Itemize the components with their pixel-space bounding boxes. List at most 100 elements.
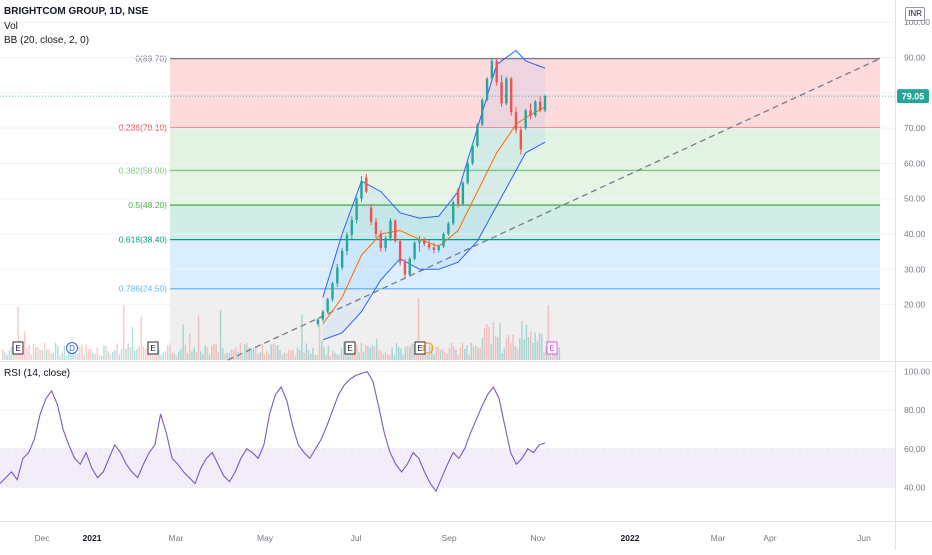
bollinger-legend[interactable]: BB (20, close, 2, 0) — [4, 35, 90, 46]
fib-level-label: 0.382(58.00) — [119, 165, 167, 175]
price-tick-label: 60.00 — [904, 158, 926, 168]
volume-bar — [329, 355, 332, 360]
volume-bar — [114, 349, 116, 360]
volume-bar — [81, 344, 83, 360]
volume-bar — [213, 343, 215, 360]
volume-bar — [310, 353, 312, 360]
volume-bar — [464, 348, 466, 360]
volume-bar — [35, 347, 37, 360]
volume-bar — [138, 345, 140, 360]
candle-body — [326, 299, 329, 312]
volume-bar — [516, 348, 519, 360]
rsi-legend[interactable]: RSI (14, close) — [4, 368, 71, 379]
price-tick-label: 100.00 — [904, 17, 930, 27]
volume-bar — [41, 350, 44, 360]
price-axis[interactable]: 100.0090.0080.0070.0060.0050.0040.0030.0… — [0, 17, 930, 310]
volume-bar — [499, 323, 501, 360]
time-axis-separator — [0, 521, 932, 522]
earnings-marker-label: E — [150, 344, 155, 353]
time-axis[interactable]: Dec 2021 Mar May Jul Sep Nov 2022 Mar Apr Jun — [34, 533, 871, 543]
volume-bar — [312, 347, 314, 360]
volume-bar — [59, 355, 61, 360]
dividend-marker — [66, 342, 78, 354]
volume-bar — [483, 327, 486, 360]
currency-badge[interactable]: INR — [905, 7, 925, 21]
volume-bar — [534, 332, 536, 360]
candle-body — [355, 198, 358, 220]
volume-bar — [140, 316, 143, 360]
volume-bar — [301, 314, 303, 360]
candle-body — [336, 267, 339, 284]
volume-bar — [409, 346, 411, 360]
volume-bar — [442, 348, 444, 360]
volume-bar — [61, 352, 63, 360]
candle-body — [505, 78, 508, 104]
candle-body — [461, 182, 465, 204]
volume-bar — [519, 338, 521, 360]
volume-bar — [274, 345, 277, 360]
volume-bar — [191, 351, 193, 360]
volume-bar — [387, 354, 389, 360]
rsi-panel: 100.00 80.00 60.00 40.00 — [0, 367, 930, 492]
price-tick-label: 20.00 — [904, 300, 926, 310]
volume-bar — [371, 345, 374, 360]
candle-body — [481, 99, 484, 125]
candle-body — [321, 311, 325, 320]
volume-bar — [70, 349, 72, 360]
candle-body — [379, 234, 382, 249]
volume-bar — [52, 352, 55, 360]
volume-bar — [4, 352, 6, 360]
volume-bar — [435, 346, 437, 360]
candle-body — [316, 319, 320, 325]
candle-body — [369, 207, 373, 222]
volume-bar — [547, 305, 550, 360]
volume-bar — [292, 349, 294, 360]
candle-body — [490, 61, 494, 79]
volume-bar — [48, 349, 50, 360]
time-tick-label: Apr — [763, 533, 776, 543]
volume-bar — [538, 332, 541, 360]
volume-bar — [369, 348, 371, 360]
volume-bar — [50, 352, 52, 360]
price-tick-label: 30.00 — [904, 264, 926, 274]
volume-bar — [549, 355, 552, 360]
volume-bar — [472, 346, 475, 360]
candle-body — [340, 250, 344, 268]
volume-bar — [83, 354, 85, 360]
volume-bar — [211, 345, 213, 360]
volume-bar — [171, 352, 173, 360]
volume-bar — [32, 343, 35, 360]
volume-bar — [136, 348, 138, 360]
volume-legend[interactable]: Vol — [4, 21, 18, 32]
volume-bar — [413, 343, 415, 360]
volume-bar — [101, 355, 103, 360]
candle-body — [423, 240, 426, 244]
volume-bar — [54, 342, 57, 360]
volume-bar — [116, 343, 118, 360]
volume-bar — [455, 349, 457, 360]
volume-bar — [356, 344, 358, 360]
time-tick-label: 2022 — [621, 533, 640, 543]
volume-bar — [373, 346, 376, 360]
volume-bar — [208, 354, 211, 360]
volume-bar — [87, 349, 90, 360]
volume-bar — [343, 342, 345, 360]
volume-bar — [43, 342, 46, 360]
symbol-title: BRIGHTCOM GROUP, 1D, NSE — [4, 6, 149, 17]
volume-bar — [380, 350, 382, 360]
volume-bar — [525, 324, 528, 360]
volume-bar — [468, 354, 470, 360]
volume-bar — [316, 354, 319, 360]
candle-body — [365, 177, 368, 192]
volume-bar — [514, 346, 517, 360]
volume-bar — [431, 346, 433, 360]
volume-bar — [450, 342, 453, 360]
volume-bar — [395, 342, 398, 360]
volume-bar — [189, 333, 191, 360]
candle-body — [456, 189, 460, 204]
volume-bar — [340, 348, 343, 360]
candle-body — [447, 223, 450, 234]
volume-bar — [378, 349, 380, 360]
